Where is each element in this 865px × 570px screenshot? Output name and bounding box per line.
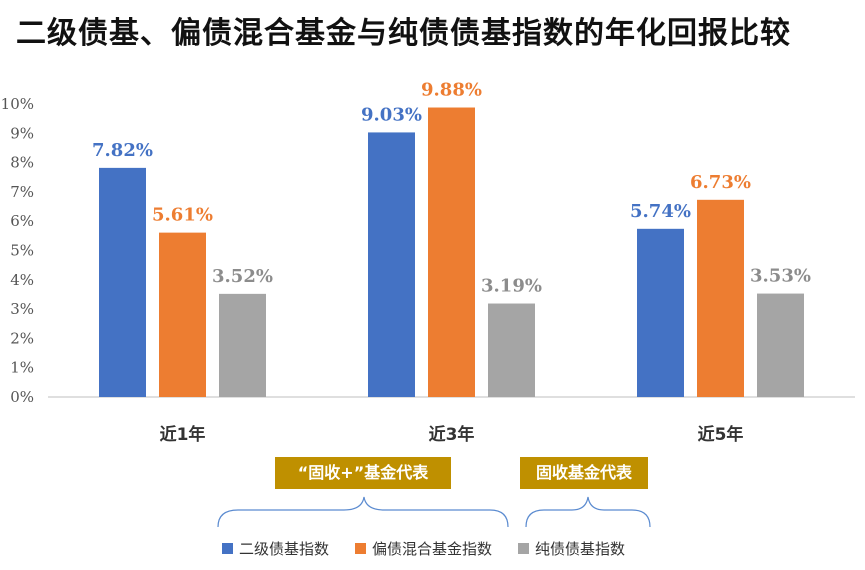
bar-series-2	[697, 199, 744, 397]
legend-swatch-series-2	[355, 543, 367, 554]
bar-series-2	[159, 232, 206, 397]
legend-label-series-1: 二级债基指数	[239, 540, 330, 558]
fixed-income-plus-badge: “固收+”基金代表	[275, 457, 451, 489]
y-tick-label: 3%	[10, 300, 34, 318]
y-tick-label: 6%	[10, 212, 34, 230]
data-label: 5.74%	[630, 201, 691, 222]
data-label: 5.61%	[152, 205, 213, 226]
brace-fixed-income	[525, 496, 651, 528]
y-tick-label: 5%	[10, 242, 34, 260]
legend-label-series-2: 偏债混合基金指数	[372, 540, 493, 558]
y-tick-label: 1%	[10, 359, 34, 377]
y-tick-label: 8%	[10, 154, 34, 172]
bar-series-1	[637, 228, 684, 397]
y-tick-label: 9%	[10, 124, 34, 142]
x-category-label: 近1年	[160, 424, 206, 445]
x-axis: 近1年 近3年 近5年	[160, 424, 744, 445]
legend: 二级债基指数 偏债混合基金指数 纯债债基指数	[222, 538, 625, 559]
brace-fixed-income-plus	[217, 496, 509, 528]
data-label: 3.52%	[212, 266, 273, 287]
data-label: 9.88%	[421, 80, 482, 101]
bar-series-2	[428, 107, 475, 398]
legend-swatch-series-3	[518, 543, 530, 554]
data-label: 3.53%	[750, 266, 811, 287]
bars	[99, 107, 804, 398]
legend-label-series-3: 纯债债基指数	[535, 540, 626, 558]
bar-series-1	[368, 132, 415, 397]
legend-item-series-2: 偏债混合基金指数	[355, 538, 492, 559]
bar-series-3	[488, 303, 535, 397]
data-label: 6.73%	[690, 172, 751, 193]
legend-item-series-1: 二级债基指数	[222, 538, 329, 559]
y-tick-label: 4%	[10, 271, 34, 289]
bar-series-3	[757, 293, 804, 397]
legend-swatch-series-1	[222, 543, 233, 554]
data-label: 7.82%	[92, 140, 153, 161]
data-labels: 7.82% 5.61% 3.52% 9.03% 9.88% 3.19% 5.74% 6.73%…	[92, 80, 811, 297]
bar-series-1	[99, 167, 146, 397]
x-category-label: 近3年	[429, 424, 475, 445]
y-tick-label: 0%	[10, 388, 34, 406]
x-category-label: 近5年	[698, 424, 744, 445]
y-tick-label: 10%	[1, 95, 34, 113]
fixed-income-badge: 固收基金代表	[520, 457, 648, 489]
data-label: 9.03%	[361, 104, 422, 125]
legend-item-series-3: 纯债债基指数	[518, 538, 625, 559]
bar-series-3	[219, 293, 266, 397]
data-label: 3.19%	[481, 276, 542, 297]
y-tick-label: 7%	[10, 183, 34, 201]
chart-title: 二级债基、偏债混合基金与纯债债基指数的年化回报比较	[16, 16, 791, 51]
y-tick-label: 2%	[10, 329, 34, 347]
